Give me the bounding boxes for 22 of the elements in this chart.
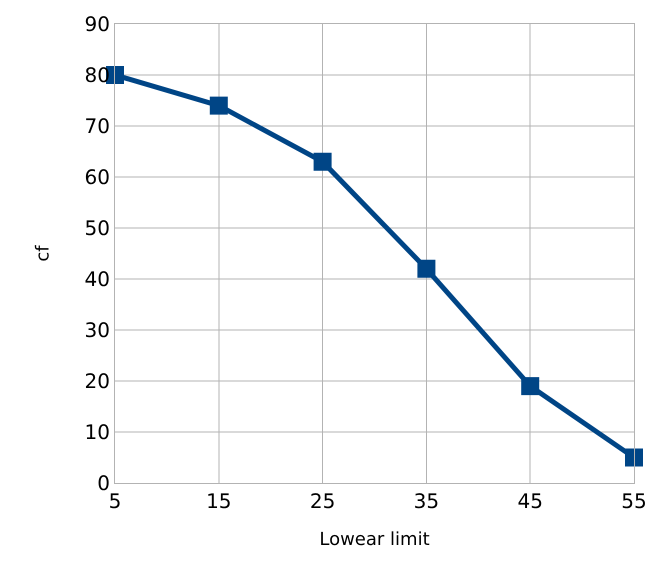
x-tick-label: 55: [621, 489, 647, 513]
y-tick-label: 50: [84, 216, 110, 240]
y-tick-label: 10: [84, 420, 110, 444]
y-tick-label: 40: [84, 267, 110, 291]
y-tick-label: 30: [84, 318, 110, 342]
point: [521, 377, 540, 396]
x-tick-label: 35: [414, 489, 440, 513]
x-tick-label: 25: [310, 489, 336, 513]
point: [210, 96, 228, 115]
y-tick-label: 0: [97, 471, 110, 495]
point: [625, 448, 643, 466]
x-axis-title: Lowear limit: [319, 529, 430, 550]
y-tick-label: 70: [84, 114, 110, 138]
x-tick-label: 15: [206, 489, 232, 513]
point: [314, 152, 332, 171]
point: [417, 260, 436, 278]
y-tick-label: 60: [84, 165, 110, 189]
y-tick-label: 90: [84, 12, 110, 36]
x-tick-label: 45: [517, 489, 543, 513]
y-tick-label: 20: [84, 369, 110, 393]
y-axis-title: cf: [32, 244, 54, 262]
x-tick-label: 5: [108, 489, 122, 513]
